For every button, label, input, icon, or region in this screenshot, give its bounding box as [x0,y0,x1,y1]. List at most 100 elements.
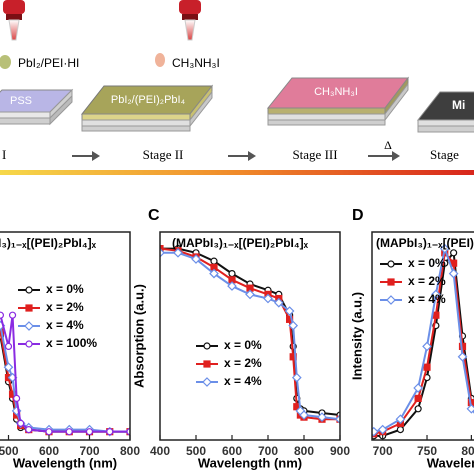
data-point [457,351,468,362]
series-line [160,251,340,421]
legend-marker [25,286,33,294]
legend-label: x = 0% [224,338,262,352]
anneal-label: Δ [384,138,392,152]
data-point [0,311,4,319]
legend-label: x = 0% [408,256,446,270]
reagent-label: CH₃NH₃I [172,56,220,70]
slab [416,91,474,133]
legend-marker [202,377,212,387]
x-tick-label: 800 [294,444,314,458]
layer-label: PSS [10,95,32,107]
data-point [422,341,432,352]
chart-title: (MAPbI₃)₁₋ₓ[(PEI)₂PbI₄]ₓ [376,236,474,250]
data-point [17,419,25,427]
schematic: PbI₂/PEI·HI CH₃NH₃I PSS PbI₂/(PEI)₂PbI₄ [0,0,474,175]
data-point [450,249,458,257]
legend-label: x = 2% [224,356,262,370]
x-axis-label: Wavelength (nm) [198,455,302,470]
data-point [106,428,114,436]
y-axis-label: Absorption (a.u.) [131,284,146,388]
data-point [432,311,440,319]
data-point [3,362,14,373]
legend-marker [203,342,211,350]
legend-marker [203,360,211,368]
x-axis-label: Wavelength [427,455,474,470]
x-tick-label: 700 [258,444,278,458]
plot [160,245,340,425]
data-point [209,268,219,279]
slab [80,84,214,132]
data-point [4,342,13,350]
dropper [0,0,25,69]
data-point [372,426,379,437]
stage-label: I [2,147,6,162]
plot [372,243,474,440]
data-point [191,254,201,264]
data-point [299,410,309,420]
stage-label: Stage II [143,147,184,162]
data-point [414,405,422,413]
stage-label: Stage III [292,147,337,162]
x-tick-label: 500 [0,444,19,458]
x-tick-label: 700 [79,444,99,458]
data-point [273,297,284,308]
arrows [72,151,400,161]
x-axis-label: Wavelength (nm) [13,455,117,470]
legend-marker [387,260,395,268]
chart-title: (MAPbI₃)₁₋ₓ[(PEI)₂PbI₄]ₓ [0,236,97,250]
series-line [160,247,340,417]
data-point [395,414,406,425]
data-point [45,428,53,436]
x-tick-label: 700 [373,444,393,458]
x-tick-label: 400 [150,444,170,458]
legend-marker [24,321,34,331]
data-point [396,426,404,434]
legend-marker [387,278,395,286]
plot-frame [371,231,474,441]
data-point [377,424,388,435]
slab [0,88,74,126]
data-point [227,281,237,291]
data-point [13,394,21,402]
data-point [413,383,423,393]
legend-label: x = 0% [46,282,84,296]
data-point [317,412,327,422]
dropper [155,0,201,67]
panel-letter: D [352,207,364,224]
data-point [335,414,340,425]
x-tick-label: 750 [417,444,437,458]
data-point [423,363,431,371]
reagent-label: PbI₂/PEI·HI [18,56,79,70]
data-point [160,247,165,258]
x-tick-label: 800 [120,444,140,458]
x-tick-label: 900 [330,444,350,458]
legend-label: x = 100% [46,336,97,350]
data-point [288,320,299,331]
data-point [8,311,17,319]
data-point [448,268,459,279]
series-line [160,247,340,421]
stage-label: Stage [430,147,459,162]
x-tick-label: 600 [222,444,242,458]
data-point [284,306,295,316]
chart-title: (MAPbI₃)₁₋ₓ[(PEI)₂PbI₄]ₓ [172,236,309,250]
x-tick-label: 800 [461,444,474,458]
legend-marker [386,295,396,305]
data-point [431,289,441,300]
plot-frame [0,231,131,441]
legend-label: x = 2% [46,300,84,314]
slab [266,76,410,126]
gradient-bar [0,170,474,175]
data-point [25,426,33,434]
data-point [414,394,422,402]
legend-label: x = 4% [46,318,84,332]
series-line [0,311,130,433]
data-point [228,270,236,278]
legend-label: x = 2% [408,274,446,288]
data-point [466,403,474,414]
y-axis-label: Intensity (a.u.) [349,292,364,380]
legend-label: x = 4% [408,292,446,306]
layer-label: CH₃NH₃I [314,86,358,98]
data-point [173,247,183,258]
